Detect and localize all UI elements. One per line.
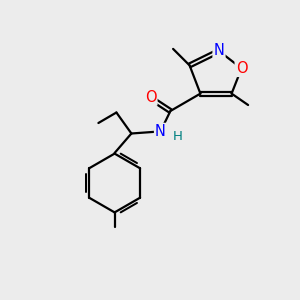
Text: N: N — [155, 124, 166, 139]
Text: H: H — [173, 130, 183, 143]
Text: O: O — [145, 90, 156, 105]
Text: N: N — [214, 44, 224, 59]
Text: O: O — [236, 61, 247, 76]
